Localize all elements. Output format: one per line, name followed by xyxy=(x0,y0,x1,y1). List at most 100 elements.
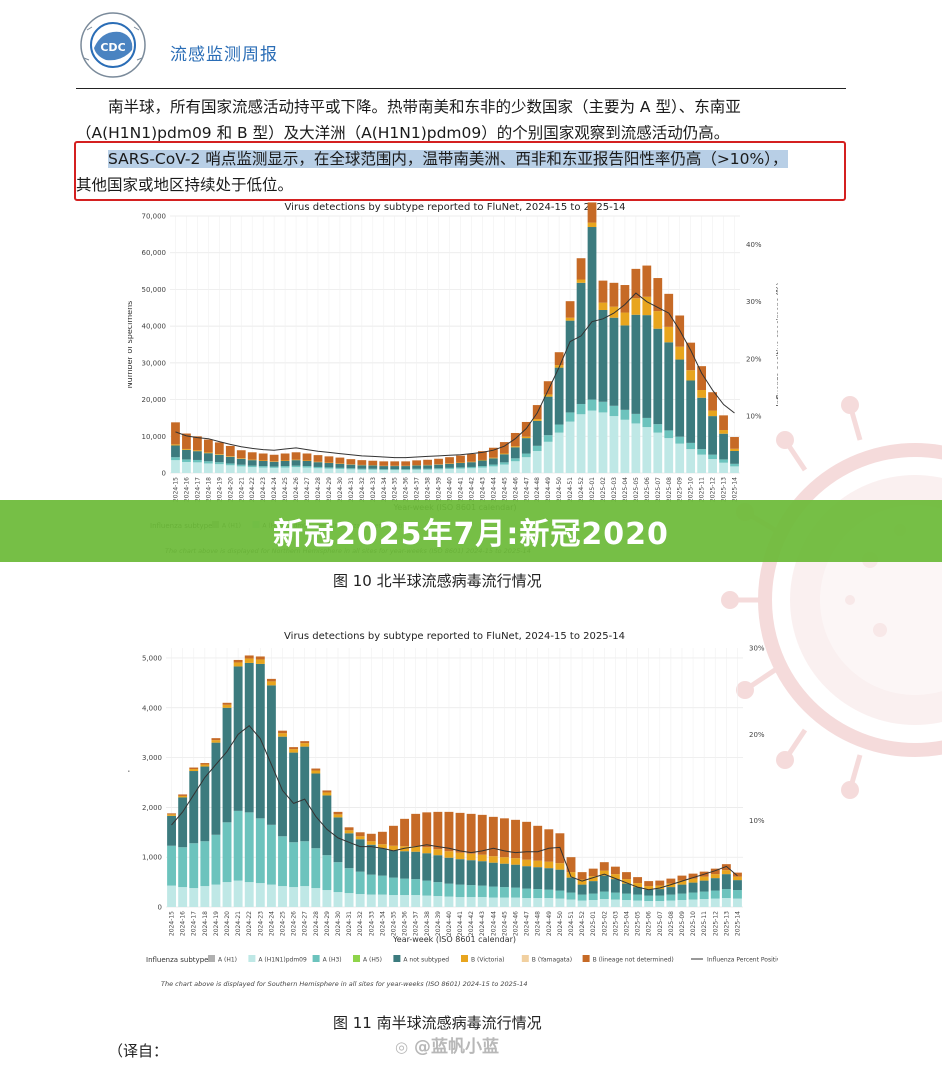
bar-segment xyxy=(666,883,676,888)
bar-segment xyxy=(697,449,707,455)
bar-segment xyxy=(730,448,739,451)
bar-segment xyxy=(203,461,213,464)
bar-segment xyxy=(543,441,553,473)
legend-swatch xyxy=(521,955,529,962)
bar-segment xyxy=(710,898,720,907)
x-tick-label: 2024-18 xyxy=(205,477,212,502)
bar-segment xyxy=(633,877,643,884)
bar-segment xyxy=(247,460,257,466)
bar-segment xyxy=(677,880,687,885)
bar-segment xyxy=(214,464,224,473)
bar-segment xyxy=(366,833,376,842)
bar-segment xyxy=(222,707,232,823)
bar-segment xyxy=(236,458,246,459)
bar-segment xyxy=(730,437,739,449)
bar-segment xyxy=(178,795,188,798)
bar-segment xyxy=(390,470,400,473)
legend-label: Influenza Percent Positive xyxy=(707,957,778,964)
bar-segment xyxy=(333,862,343,893)
bar-segment xyxy=(577,872,587,880)
bar-segment xyxy=(664,430,674,439)
bar-segment xyxy=(247,465,257,468)
bar-segment xyxy=(389,877,398,896)
bar-segment xyxy=(411,851,421,880)
bar-segment xyxy=(377,844,387,849)
bar-segment xyxy=(167,815,176,846)
bar-segment xyxy=(171,422,180,445)
bar-segment xyxy=(200,763,210,765)
x-tick-label: 2024-48 xyxy=(535,911,542,936)
bar-segment xyxy=(566,877,576,893)
bar-segment xyxy=(193,459,202,463)
bar-segment xyxy=(521,436,531,439)
y-axis-label: Number of specimens xyxy=(128,734,130,822)
bar-segment xyxy=(236,464,246,467)
bar-segment xyxy=(466,860,476,886)
watermark: ◎ @蓝帆小蓝 xyxy=(395,1032,499,1057)
bar-segment xyxy=(300,743,310,747)
bar-segment xyxy=(609,282,619,307)
bar-segment xyxy=(322,855,332,891)
bar-segment xyxy=(171,460,180,473)
bar-segment xyxy=(182,433,191,449)
bar-segment xyxy=(532,420,542,446)
bar-segment xyxy=(478,459,487,461)
bar-segment xyxy=(346,468,356,470)
bar-segment xyxy=(565,412,575,422)
bar-segment xyxy=(203,463,213,473)
bar-segment xyxy=(511,819,520,859)
bar-segment xyxy=(699,876,709,881)
bar-segment xyxy=(182,461,191,473)
x-tick-label: 2024-41 xyxy=(457,911,464,936)
bar-segment xyxy=(178,794,188,796)
bar-segment xyxy=(467,462,476,467)
bar-segment xyxy=(266,678,276,682)
x-tick-label: 2025-07 xyxy=(655,477,662,502)
x-tick-label: 2024-51 xyxy=(568,911,575,936)
bar-segment xyxy=(178,847,188,888)
bar-segment xyxy=(377,894,387,907)
legend-label: B (Yamagata) xyxy=(532,957,572,964)
chart-footnote: The chart above is displayed for Souther… xyxy=(161,980,528,988)
bar-segment xyxy=(554,424,564,433)
y-tick-label: 5,000 xyxy=(142,654,162,662)
bar-segment xyxy=(599,870,609,876)
bar-segment xyxy=(401,470,411,473)
bar-segment xyxy=(488,447,498,458)
x-tick-label: 2024-35 xyxy=(390,911,397,936)
bar-segment xyxy=(721,874,731,890)
x-tick-label: 2025-02 xyxy=(600,477,607,502)
bar-segment xyxy=(171,457,180,461)
bar-segment xyxy=(311,770,321,774)
bar-segment xyxy=(335,468,345,473)
bar-segment xyxy=(644,889,654,896)
bar-segment xyxy=(677,900,687,907)
bar-segment xyxy=(532,419,542,421)
bar-segment xyxy=(302,460,312,467)
bar-segment xyxy=(211,738,221,741)
legend-swatch xyxy=(248,955,256,962)
y-tick-label: 0 xyxy=(162,470,166,478)
bar-segment xyxy=(499,863,509,888)
x-tick-label: 2024-17 xyxy=(191,911,198,936)
legend-swatch xyxy=(353,955,360,962)
bar-segment xyxy=(466,853,476,861)
bar-segment xyxy=(311,768,321,771)
y2-tick-label: 10% xyxy=(746,412,762,420)
bar-segment xyxy=(313,466,323,469)
bar-segment xyxy=(675,443,685,473)
bar-segment xyxy=(445,467,454,469)
bar-segment xyxy=(390,461,400,466)
bar-segment xyxy=(510,432,520,447)
bar-segment xyxy=(389,850,398,878)
bar-segment xyxy=(565,421,575,473)
y-tick-label: 2,000 xyxy=(142,804,162,812)
bar-segment xyxy=(721,898,731,907)
bar-segment xyxy=(666,887,676,895)
y-tick-label: 20,000 xyxy=(142,396,167,404)
bar-segment xyxy=(675,436,685,444)
bar-segment xyxy=(422,880,432,896)
x-tick-label: 2025-04 xyxy=(623,911,630,936)
x-tick-label: 2024-38 xyxy=(425,477,432,502)
bar-segment xyxy=(499,453,509,455)
